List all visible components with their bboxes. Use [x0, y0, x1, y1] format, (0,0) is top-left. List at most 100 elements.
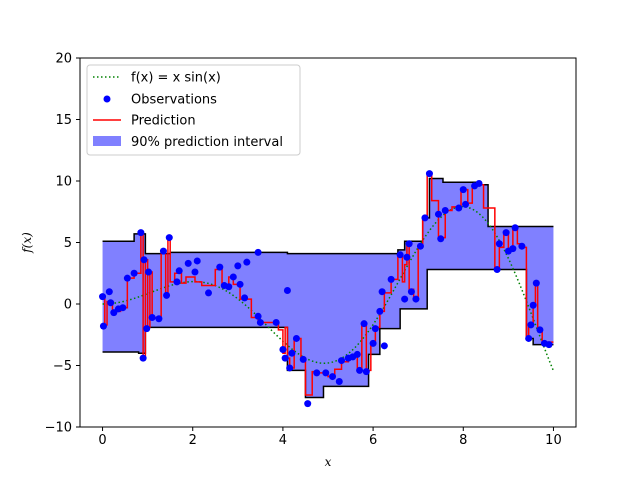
x-tick-label: 2 — [189, 433, 197, 448]
legend-observations-label: Observations — [131, 93, 217, 108]
observation-point — [511, 224, 519, 232]
observation-point — [283, 286, 291, 294]
observation-point — [532, 279, 540, 287]
observation-point — [165, 234, 173, 242]
x-axis: 0 2 4 6 8 10 — [98, 427, 562, 448]
observation-point — [416, 242, 424, 250]
observation-point — [193, 257, 201, 265]
observation-point — [525, 334, 533, 342]
x-tick-label: 0 — [98, 433, 106, 448]
observation-point — [229, 273, 237, 281]
observation-point — [362, 368, 370, 376]
observation-point — [378, 288, 386, 296]
observation-point — [475, 179, 483, 187]
plot-area — [99, 170, 555, 408]
observation-point — [502, 229, 510, 237]
legend-prediction-label: Prediction — [131, 114, 196, 129]
x-tick-label: 8 — [459, 433, 467, 448]
observation-point — [143, 325, 151, 333]
x-tick-label: 10 — [545, 433, 562, 448]
observation-point — [107, 299, 115, 307]
observation-point — [376, 307, 384, 315]
observation-point — [509, 245, 517, 253]
observation-point — [155, 315, 163, 323]
legend: f(x) = x sin(x) Observations Prediction … — [86, 64, 301, 156]
observation-point — [353, 350, 361, 358]
observation-point — [518, 242, 526, 250]
observation-point — [163, 291, 171, 299]
observation-point — [425, 170, 433, 178]
observation-point — [495, 240, 503, 248]
observation-point — [286, 364, 294, 372]
observation-point — [380, 342, 388, 350]
observation-point — [148, 314, 156, 322]
observation-point — [459, 186, 467, 194]
observation-point — [529, 301, 537, 309]
observation-point — [205, 289, 213, 297]
legend-observations-swatch — [103, 95, 111, 103]
observation-point — [462, 200, 470, 208]
observation-point — [313, 369, 321, 377]
observation-point — [387, 275, 395, 283]
observation-point — [173, 278, 181, 286]
observation-point — [254, 312, 262, 320]
observation-point — [216, 263, 224, 271]
observation-point — [139, 354, 147, 362]
x-tick-label: 4 — [279, 433, 287, 448]
observation-point — [545, 341, 553, 349]
observation-point — [279, 346, 287, 354]
y-tick-label: 15 — [55, 113, 72, 128]
observation-point — [105, 288, 113, 296]
y-tick-label: 5 — [64, 236, 72, 251]
y-tick-label: −5 — [53, 359, 72, 374]
observation-point — [536, 326, 544, 334]
observation-point — [184, 259, 192, 267]
y-tick-label: 20 — [55, 52, 72, 67]
observation-point — [396, 251, 404, 259]
observation-point — [256, 318, 264, 326]
x-axis-label: x — [325, 455, 332, 469]
observation-point — [407, 288, 415, 296]
observation-point — [254, 248, 262, 256]
observation-point — [191, 268, 199, 276]
observation-point — [140, 256, 148, 264]
observation-point — [119, 304, 127, 312]
observation-point — [130, 269, 138, 277]
observation-point — [493, 266, 501, 274]
y-tick-label: 10 — [55, 175, 72, 190]
legend-interval-label: 90% prediction interval — [131, 135, 283, 150]
observation-point — [123, 274, 131, 282]
observation-point — [401, 295, 409, 303]
observation-point — [159, 247, 167, 255]
observation-point — [434, 210, 442, 218]
observation-point — [99, 322, 107, 330]
observation-point — [360, 320, 368, 328]
observation-point — [421, 214, 429, 222]
y-axis-label: f(x) — [20, 232, 34, 254]
observation-point — [272, 318, 280, 326]
observation-point — [234, 262, 242, 270]
observation-point — [288, 349, 296, 357]
legend-box — [86, 64, 301, 156]
x-tick-label: 6 — [369, 433, 377, 448]
true-function-line — [102, 205, 555, 372]
observation-point — [292, 334, 300, 342]
observation-point — [99, 293, 107, 301]
observation-point — [304, 400, 312, 408]
y-tick-label: −10 — [45, 421, 72, 436]
y-tick-label: 0 — [64, 298, 72, 313]
observation-point — [369, 339, 377, 347]
observation-point — [175, 267, 183, 275]
observation-point — [335, 377, 343, 385]
observation-point — [299, 355, 307, 363]
observation-point — [241, 294, 249, 302]
legend-true-function-label: f(x) = x sin(x) — [131, 71, 221, 86]
y-axis: −10 −5 0 5 10 15 20 — [45, 52, 80, 436]
observation-point — [441, 207, 449, 215]
prediction-interval-area — [102, 178, 554, 398]
observation-point — [455, 204, 463, 212]
observation-point — [437, 235, 445, 243]
observation-point — [338, 357, 346, 365]
